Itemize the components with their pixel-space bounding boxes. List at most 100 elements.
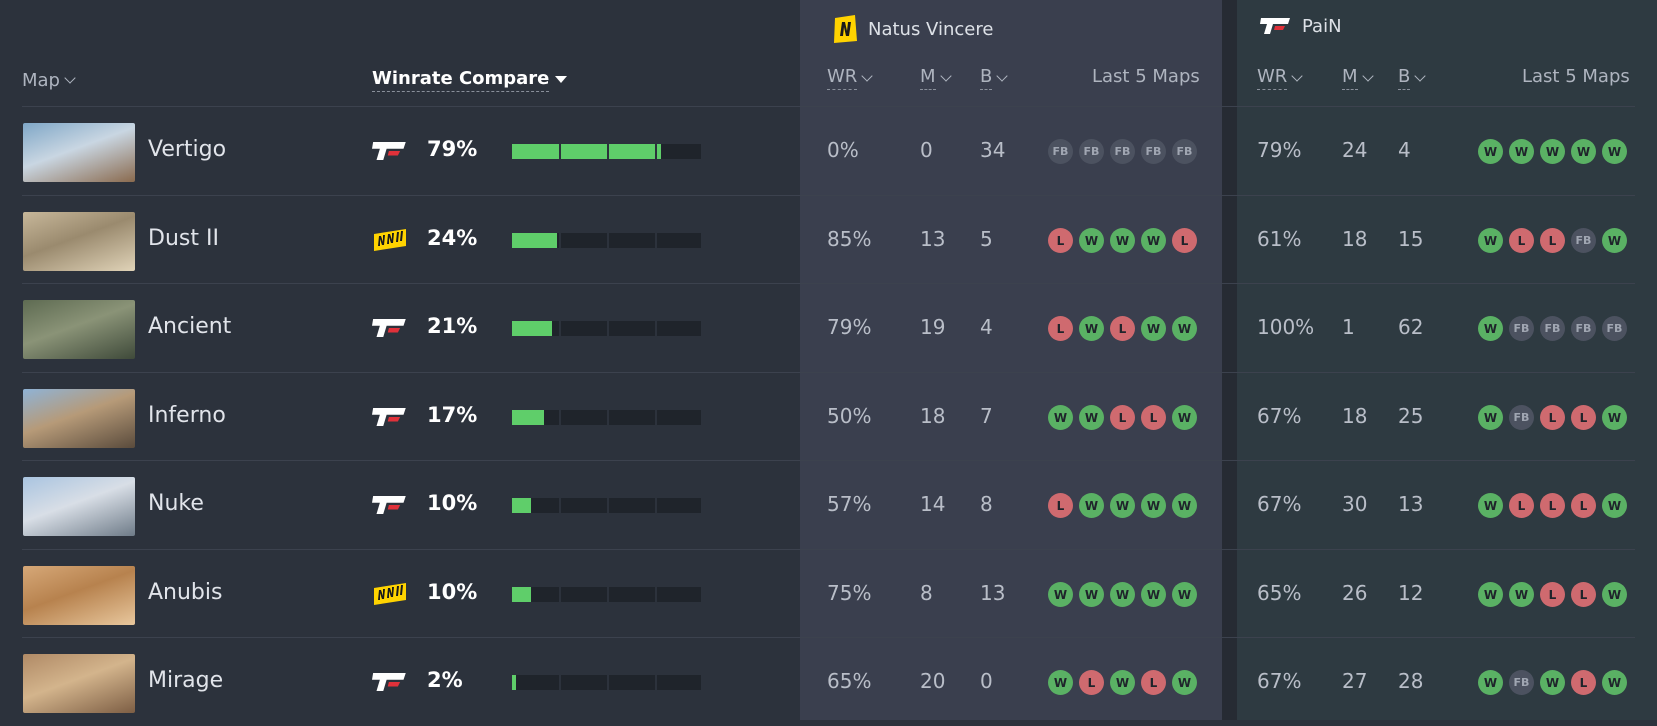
result-badge[interactable]: L — [1571, 493, 1596, 518]
pain-m-value: 18 — [1342, 404, 1368, 428]
result-badge[interactable]: W — [1602, 139, 1627, 164]
pain-last5-maps: W FB L L W — [1478, 405, 1627, 430]
result-badge[interactable]: L — [1571, 582, 1596, 607]
result-badge[interactable]: L — [1141, 405, 1166, 430]
navi-m-sort-header[interactable]: M — [920, 66, 952, 90]
result-badge[interactable]: W — [1141, 228, 1166, 253]
table-row[interactable]: Vertigo 79% 0% 0 34 FB FB FB FB FB 79% 24 4 W W W W W — [0, 107, 1657, 195]
pain-m-value: 1 — [1342, 315, 1355, 339]
result-badge[interactable]: W — [1079, 405, 1104, 430]
result-badge[interactable]: W — [1602, 670, 1627, 695]
result-badge[interactable]: W — [1478, 139, 1503, 164]
pain-wr-sort-header[interactable]: WR — [1257, 66, 1303, 90]
navi-b-sort-header[interactable]: B — [980, 66, 1009, 90]
result-badge[interactable]: W — [1141, 316, 1166, 341]
navi-wr-sort-header[interactable]: WR — [827, 66, 873, 90]
result-badge[interactable]: W — [1571, 139, 1596, 164]
table-row[interactable]: Anubis 10% 75% 8 13 W W W W W 65% 26 12 W W L L W — [0, 550, 1657, 638]
chevron-down-icon — [939, 69, 952, 82]
result-badge[interactable]: FB — [1571, 228, 1596, 253]
result-badge[interactable]: L — [1571, 405, 1596, 430]
navi-wr-value: 57% — [827, 492, 872, 516]
result-badge[interactable]: W — [1509, 139, 1534, 164]
result-badge[interactable]: W — [1478, 316, 1503, 341]
result-badge[interactable]: L — [1110, 405, 1135, 430]
result-badge[interactable]: FB — [1571, 316, 1596, 341]
map-name: Anubis — [148, 580, 223, 605]
winrate-compare-bar-fill — [512, 498, 531, 513]
result-badge[interactable]: W — [1602, 493, 1627, 518]
result-badge[interactable]: L — [1141, 670, 1166, 695]
table-row[interactable]: Nuke 10% 57% 14 8 L W W W W 67% 30 13 W L L L W — [0, 461, 1657, 549]
winrate-compare-sort-header[interactable]: Winrate Compare — [372, 68, 568, 92]
result-badge[interactable]: W — [1079, 316, 1104, 341]
result-badge[interactable]: W — [1048, 670, 1073, 695]
result-badge[interactable]: W — [1172, 316, 1197, 341]
result-badge[interactable]: FB — [1172, 139, 1197, 164]
result-badge[interactable]: L — [1540, 493, 1565, 518]
result-badge[interactable]: W — [1478, 228, 1503, 253]
result-badge[interactable]: L — [1110, 316, 1135, 341]
result-badge[interactable]: W — [1079, 228, 1104, 253]
compare-percent: 17% — [427, 403, 478, 427]
bar-segment-divider — [559, 675, 561, 690]
result-badge[interactable]: L — [1540, 405, 1565, 430]
result-badge[interactable]: L — [1540, 228, 1565, 253]
result-badge[interactable]: W — [1602, 405, 1627, 430]
table-row[interactable]: Ancient 21% 79% 19 4 L W L W W 100% 1 62 W FB FB FB FB — [0, 284, 1657, 372]
result-badge[interactable]: L — [1172, 228, 1197, 253]
result-badge[interactable]: W — [1478, 405, 1503, 430]
result-badge[interactable]: FB — [1509, 316, 1534, 341]
result-badge[interactable]: L — [1571, 670, 1596, 695]
result-badge[interactable]: W — [1110, 228, 1135, 253]
map-sort-header[interactable]: Map — [22, 70, 76, 91]
result-badge[interactable]: W — [1048, 582, 1073, 607]
result-badge[interactable]: W — [1141, 493, 1166, 518]
result-badge[interactable]: FB — [1048, 139, 1073, 164]
result-badge[interactable]: W — [1110, 582, 1135, 607]
bar-segment-divider — [655, 144, 657, 159]
result-badge[interactable]: L — [1048, 316, 1073, 341]
result-badge[interactable]: FB — [1110, 139, 1135, 164]
result-badge[interactable]: FB — [1602, 316, 1627, 341]
result-badge[interactable]: W — [1172, 405, 1197, 430]
table-row[interactable]: Mirage 2% 65% 20 0 W L W L W 67% 27 28 W FB W L W — [0, 638, 1657, 726]
result-badge[interactable]: L — [1048, 228, 1073, 253]
result-badge[interactable]: W — [1478, 582, 1503, 607]
result-badge[interactable]: L — [1509, 228, 1534, 253]
result-badge[interactable]: W — [1478, 493, 1503, 518]
result-badge[interactable]: W — [1141, 582, 1166, 607]
result-badge[interactable]: W — [1478, 670, 1503, 695]
result-badge[interactable]: W — [1172, 670, 1197, 695]
result-badge[interactable]: W — [1048, 405, 1073, 430]
result-badge[interactable]: W — [1110, 670, 1135, 695]
pain-m-sort-header[interactable]: M — [1342, 66, 1374, 90]
result-badge[interactable]: W — [1079, 582, 1104, 607]
result-badge[interactable]: L — [1509, 493, 1534, 518]
result-badge[interactable]: FB — [1509, 405, 1534, 430]
compare-percent: 10% — [427, 580, 478, 604]
result-badge[interactable]: FB — [1540, 316, 1565, 341]
result-badge[interactable]: W — [1110, 493, 1135, 518]
pain-wr-value: 61% — [1257, 227, 1302, 251]
table-row[interactable]: Dust II 24% 85% 13 5 L W W W L 61% 18 15 W L L FB W — [0, 196, 1657, 284]
result-badge[interactable]: W — [1540, 139, 1565, 164]
result-badge[interactable]: W — [1540, 670, 1565, 695]
bar-segment-divider — [559, 410, 561, 425]
map-name: Nuke — [148, 491, 204, 516]
result-badge[interactable]: L — [1540, 582, 1565, 607]
result-badge[interactable]: FB — [1079, 139, 1104, 164]
result-badge[interactable]: FB — [1141, 139, 1166, 164]
winrate-compare-bar — [512, 233, 701, 248]
result-badge[interactable]: W — [1602, 582, 1627, 607]
table-row[interactable]: Inferno 17% 50% 18 7 W W L L W 67% 18 25 W FB L L W — [0, 373, 1657, 461]
result-badge[interactable]: W — [1172, 493, 1197, 518]
result-badge[interactable]: L — [1048, 493, 1073, 518]
result-badge[interactable]: L — [1079, 670, 1104, 695]
result-badge[interactable]: W — [1079, 493, 1104, 518]
pain-b-sort-header[interactable]: B — [1398, 66, 1427, 90]
result-badge[interactable]: FB — [1509, 670, 1534, 695]
result-badge[interactable]: W — [1602, 228, 1627, 253]
result-badge[interactable]: W — [1509, 582, 1534, 607]
result-badge[interactable]: W — [1172, 582, 1197, 607]
